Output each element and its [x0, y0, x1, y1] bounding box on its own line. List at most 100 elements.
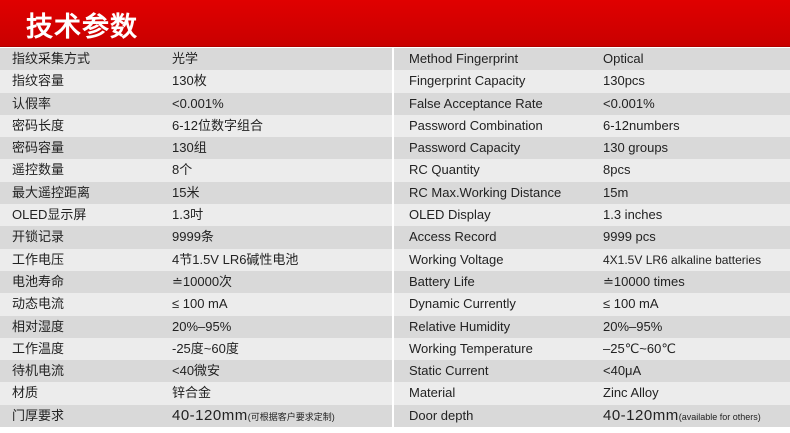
spec-value: 40-120mm(available for others) [603, 404, 790, 428]
spec-value-note: (available for others) [678, 411, 761, 422]
spec-label: OLED Display [394, 204, 603, 227]
table-row: 材质 锌合金 Material Zinc Alloy [0, 382, 790, 405]
chinese-spec: 密码长度 6-12位数字组合 [0, 114, 392, 138]
table-row: 密码长度 6-12位数字组合 Password Combination 6-12num… [0, 114, 790, 138]
spec-label: Relative Humidity [394, 315, 603, 338]
chinese-spec: 最大遥控距离 15米 [0, 181, 392, 205]
chinese-spec: 工作温度 -25度~60度 [0, 337, 392, 361]
english-spec: RC Quantity 8pcs [394, 159, 790, 182]
table-row: 最大遥控距离 15米 RC Max.Working Distance 15m [0, 181, 790, 205]
spec-label: Fingerprint Capacity [394, 70, 603, 93]
spec-value: ≐10000 times [603, 270, 790, 294]
english-spec: Fingerprint Capacity 130pcs [394, 70, 790, 93]
spec-value: ≐10000次 [172, 270, 392, 294]
spec-value: 8pcs [603, 159, 790, 182]
spec-label: 密码容量 [0, 137, 172, 160]
spec-value-note: (可根据客户要求定制) [247, 411, 335, 422]
english-spec: Method Fingerprint Optical [394, 48, 790, 71]
spec-label: Working Voltage [394, 248, 603, 271]
spec-value: 9999条 [172, 226, 392, 249]
spec-label: Method Fingerprint [394, 48, 603, 71]
english-spec: OLED Display 1.3 inches [394, 204, 790, 227]
english-spec: Access Record 9999 pcs [394, 226, 790, 249]
spec-table: 指纹采集方式 光学 Method Fingerprint Optical 指纹容量 130… [0, 48, 790, 428]
spec-label: Material [394, 382, 603, 405]
header-banner: 技术参数 [0, 0, 790, 47]
table-row: 指纹采集方式 光学 Method Fingerprint Optical [0, 48, 790, 71]
spec-value: 15m [603, 181, 790, 205]
chinese-spec: 工作电压 4节1.5V LR6碱性电池 [0, 248, 392, 271]
english-spec: RC Max.Working Distance 15m [394, 181, 790, 205]
spec-label: 最大遥控距离 [0, 181, 172, 205]
spec-label: 电池寿命 [0, 270, 172, 294]
spec-label: Door depth [394, 404, 603, 428]
english-spec: Password Capacity 130 groups [394, 137, 790, 160]
table-row: 密码容量 130组 Password Capacity 130 groups [0, 137, 790, 160]
table-row: 工作温度 -25度~60度 Working Temperature –25℃~60℃ [0, 337, 790, 361]
spec-value: Zinc Alloy [603, 382, 790, 405]
english-spec: Working Temperature –25℃~60℃ [394, 337, 790, 361]
table-row: 工作电压 4节1.5V LR6碱性电池 Working Voltage 4X1.5V … [0, 248, 790, 271]
chinese-spec: OLED显示屏 1.3吋 [0, 204, 392, 227]
spec-value: 40-120mm(可根据客户要求定制) [172, 404, 392, 428]
spec-value: <40μA [603, 360, 790, 383]
page-title: 技术参数 [26, 12, 138, 43]
spec-value: 15米 [172, 181, 392, 205]
chinese-spec: 材质 锌合金 [0, 382, 392, 405]
english-spec: Battery Life ≐10000 times [394, 270, 790, 294]
table-row: 动态电流 ≤ 100 mA Dynamic Currently ≤ 100 mA [0, 293, 790, 316]
spec-label: 指纹采集方式 [0, 48, 172, 71]
spec-value: 1.3 inches [603, 204, 790, 227]
english-spec: False Acceptance Rate <0.001% [394, 92, 790, 115]
table-row: OLED显示屏 1.3吋 OLED Display 1.3 inches [0, 204, 790, 227]
spec-value: <0.001% [172, 92, 392, 115]
spec-value-main: 40-120mm [172, 406, 248, 424]
spec-label: 门厚要求 [0, 404, 172, 428]
english-spec: Relative Humidity 20%–95% [394, 315, 790, 338]
spec-value: 9999 pcs [603, 226, 790, 249]
spec-label: 材质 [0, 382, 172, 405]
spec-value: ≤ 100 mA [172, 293, 392, 316]
spec-label: 遥控数量 [0, 159, 172, 182]
spec-label: 工作电压 [0, 248, 172, 271]
table-row: 认假率 <0.001% False Acceptance Rate <0.001% [0, 92, 790, 115]
spec-label: 相对湿度 [0, 315, 172, 338]
chinese-spec: 门厚要求 40-120mm(可根据客户要求定制) [0, 404, 392, 428]
spec-label: 指纹容量 [0, 70, 172, 93]
spec-label: Static Current [394, 360, 603, 383]
chinese-spec: 相对湿度 20%–95% [0, 315, 392, 338]
chinese-spec: 密码容量 130组 [0, 137, 392, 160]
spec-value: -25度~60度 [172, 337, 392, 361]
table-row: 遥控数量 8个 RC Quantity 8pcs [0, 159, 790, 182]
spec-label: 认假率 [0, 92, 172, 115]
spec-value: <0.001% [603, 92, 790, 115]
spec-value: 6-12位数字组合 [172, 114, 392, 138]
spec-value: ≤ 100 mA [603, 293, 790, 316]
spec-value: 4X1.5V LR6 alkaline batteries [603, 248, 790, 271]
spec-label: 动态电流 [0, 293, 172, 316]
spec-label: False Acceptance Rate [394, 92, 603, 115]
spec-label: Access Record [394, 226, 603, 249]
chinese-spec: 待机电流 <40微安 [0, 360, 392, 383]
chinese-spec: 认假率 <0.001% [0, 92, 392, 115]
chinese-spec: 指纹采集方式 光学 [0, 48, 392, 71]
table-row: 相对湿度 20%–95% Relative Humidity 20%–95% [0, 315, 790, 338]
spec-label: 开锁记录 [0, 226, 172, 249]
spec-value-main: 40-120mm [603, 406, 679, 424]
spec-value: 130pcs [603, 70, 790, 93]
spec-value: 6-12numbers [603, 114, 790, 138]
spec-label: Working Temperature [394, 337, 603, 361]
spec-label: RC Quantity [394, 159, 603, 182]
spec-value: 8个 [172, 159, 392, 182]
spec-value: 130 groups [603, 137, 790, 160]
spec-value: 20%–95% [603, 315, 790, 338]
english-spec: Working Voltage 4X1.5V LR6 alkaline batte… [394, 248, 790, 271]
chinese-spec: 开锁记录 9999条 [0, 226, 392, 249]
table-row: 开锁记录 9999条 Access Record 9999 pcs [0, 226, 790, 249]
chinese-spec: 指纹容量 130枚 [0, 70, 392, 93]
spec-value: 4节1.5V LR6碱性电池 [172, 248, 392, 271]
english-spec: Static Current <40μA [394, 360, 790, 383]
table-row: 门厚要求 40-120mm(可根据客户要求定制) Door depth 40-120m… [0, 404, 790, 428]
spec-label: Dynamic Currently [394, 293, 603, 316]
spec-value: –25℃~60℃ [603, 337, 790, 361]
